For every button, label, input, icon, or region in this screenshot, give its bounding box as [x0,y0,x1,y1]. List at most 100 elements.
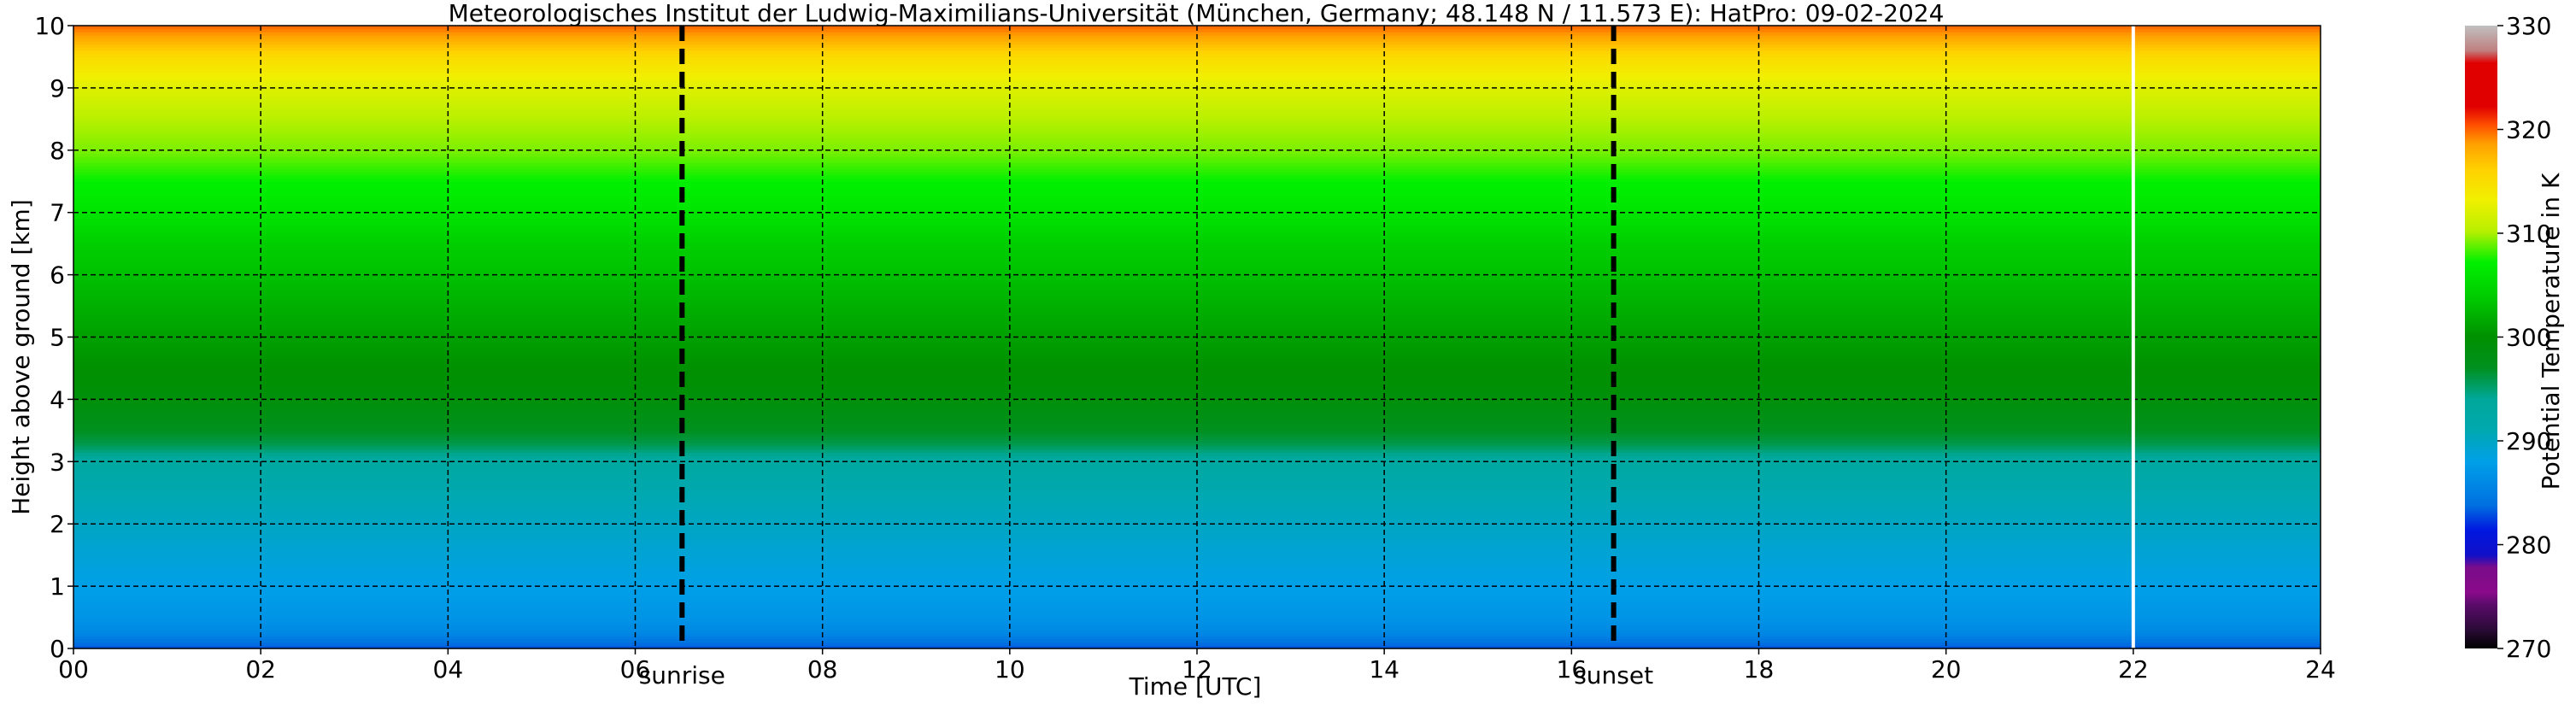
heatmap-cell [73,346,2321,350]
heatmap-cell [73,159,2321,163]
heatmap-cell [73,567,2321,572]
heatmap-cell [73,278,2321,282]
heatmap-cell [73,66,2321,70]
heatmap-cell [73,268,2321,273]
heatmap-cell [73,166,2321,170]
heatmap-cell [73,611,2321,615]
heatmap-cell [73,287,2321,291]
heatmap-cell [73,218,2321,223]
heatmap-cell [73,337,2321,341]
heatmap-cell [73,202,2321,208]
heatmap-cell [73,262,2321,267]
heatmap-cell [73,533,2321,537]
colorbar-tick-label: 320 [2506,116,2551,144]
heatmap-cell [73,237,2321,242]
heatmap-cell [73,458,2321,462]
x-tick-label: 24 [2305,655,2336,683]
heatmap-cell [73,473,2321,478]
y-tick-label: 6 [50,261,65,290]
heatmap-cell [73,620,2321,625]
heatmap-cell [73,570,2321,575]
x-tick-label: 22 [2118,655,2149,683]
y-tick-label: 10 [34,12,65,40]
heatmap-cell [73,168,2321,173]
heatmap-cell [73,630,2321,634]
chart-title: Meteorologisches Institut der Ludwig-Max… [449,0,1945,27]
heatmap-cell [73,439,2321,444]
colorbar-tick-label: 270 [2506,635,2551,663]
x-tick-label: 20 [1931,655,1962,683]
colorbar-tick-label: 300 [2506,324,2551,352]
y-tick-label: 2 [50,510,65,538]
heatmap-cell [73,365,2321,369]
heatmap-cell [73,125,2321,129]
y-tick-label: 3 [50,448,65,476]
heatmap-cell [73,81,2321,85]
x-tick-label: 08 [807,655,838,683]
heatmap-cell [73,449,2321,453]
heatmap-cell [73,106,2321,111]
heatmap-cell [73,131,2321,136]
heatmap-cell [73,560,2321,566]
heatmap-cell [73,253,2321,257]
heatmap-cell [73,38,2321,42]
heatmap-cell [73,499,2321,503]
x-axis: 00 02 04 06 08 10 12 14 16 18 20 22 24 [58,648,2336,683]
heatmap-cell [73,321,2321,326]
colorbar-tick-label: 330 [2506,12,2551,40]
heatmap-cell [73,227,2321,232]
x-tick-label: 16 [1557,655,1587,683]
heatmap-cell [73,209,2321,214]
x-axis-label: Time [UTC] [1129,672,1262,701]
heatmap-cell [73,467,2321,472]
heatmap-cell [73,492,2321,496]
heatmap-cell [73,91,2321,95]
horizontal-gridlines [73,87,2321,587]
heatmap-cell [73,552,2321,556]
colorbar: 270 280 290 300 310 320 330 Potential Temperat… [2465,12,2565,663]
y-tick-label: 9 [50,74,65,103]
heatmap-cell [73,312,2321,316]
heatmap-cell [73,414,2321,419]
sunset-label: sunset [1574,661,1653,689]
x-tick-label: 06 [620,655,651,683]
y-tick-label: 1 [50,572,65,601]
y-tick-label: 7 [50,199,65,227]
heatmap-cell [73,390,2321,394]
heatmap-cell [73,32,2321,36]
heatmap-cell [73,645,2321,649]
x-tick-label: 10 [995,655,1025,683]
colorbar-ticks: 270 280 290 300 310 320 330 [2497,12,2551,663]
y-tick-label: 5 [50,324,65,352]
heatmap-cell [73,140,2321,145]
heatmap-cell [73,371,2321,375]
heatmap-cell [73,433,2321,437]
heatmap-cell [73,296,2321,301]
heatmap-cell [73,507,2321,513]
heatmap-cell [73,355,2321,360]
heatmap-cell [73,115,2321,120]
heatmap-cell [73,150,2321,155]
heatmap-cell [73,586,2321,590]
heatmap-cell [73,134,2321,138]
plot-area: sunrise sunset [73,25,2321,689]
x-tick-label: 14 [1369,655,1399,683]
colorbar-tick-label: 290 [2506,427,2551,455]
heatmap-cell [73,483,2321,488]
heatmap-cell [73,302,2321,307]
heatmap-cell [73,174,2321,179]
sun-event-lines: sunrise sunset [639,26,1653,689]
x-tick-label: 18 [1744,655,1775,683]
heatmap-cell [73,47,2321,51]
heatmap-cell [73,331,2321,335]
heatmap-cell [73,184,2321,189]
y-axis-label: Height above ground [km] [7,199,35,515]
colorbar-tick-label: 310 [2506,220,2551,248]
heatmap-cell [73,399,2321,403]
heatmap-cell [73,517,2321,522]
heatmap-cell [73,595,2321,600]
x-tick-label: 12 [1182,655,1212,683]
heatmap-cell [73,577,2321,581]
colorbar-tick-label: 280 [2506,531,2551,560]
y-tick-label: 4 [50,385,65,414]
